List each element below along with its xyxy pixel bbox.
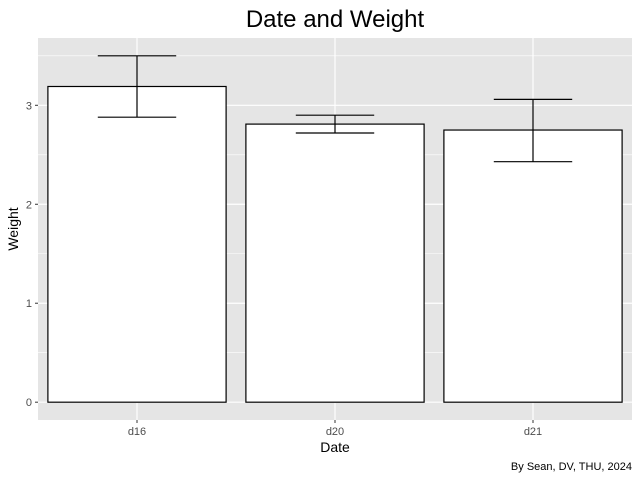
bars [47,85,623,403]
x-tick-label-d21: d21 [524,426,542,438]
chart-title: Date and Weight [246,6,425,33]
error-bar-d20 [295,114,375,134]
x-axis-title: Date [320,439,350,455]
y-axis-title: Weight [5,207,21,250]
bar-d20 [245,123,425,403]
error-bars [97,55,573,163]
y-tick-label: 2 [26,199,32,211]
bar-d21 [443,129,623,403]
bar-d16 [47,85,227,403]
x-tick-label-d20: d20 [326,426,344,438]
y-tick-label: 1 [26,298,32,310]
y-axis: 0 1 2 3 [26,100,38,409]
chart-caption: By Sean, DV, THU, 2024 [511,461,632,473]
x-tick-label-d16: d16 [128,426,146,438]
y-tick-label: 3 [26,100,32,112]
error-bar-d16 [97,55,177,118]
x-axis: d16 d20 d21 [128,420,542,438]
y-tick-label: 0 [26,397,32,409]
error-bar-d21 [493,98,573,163]
